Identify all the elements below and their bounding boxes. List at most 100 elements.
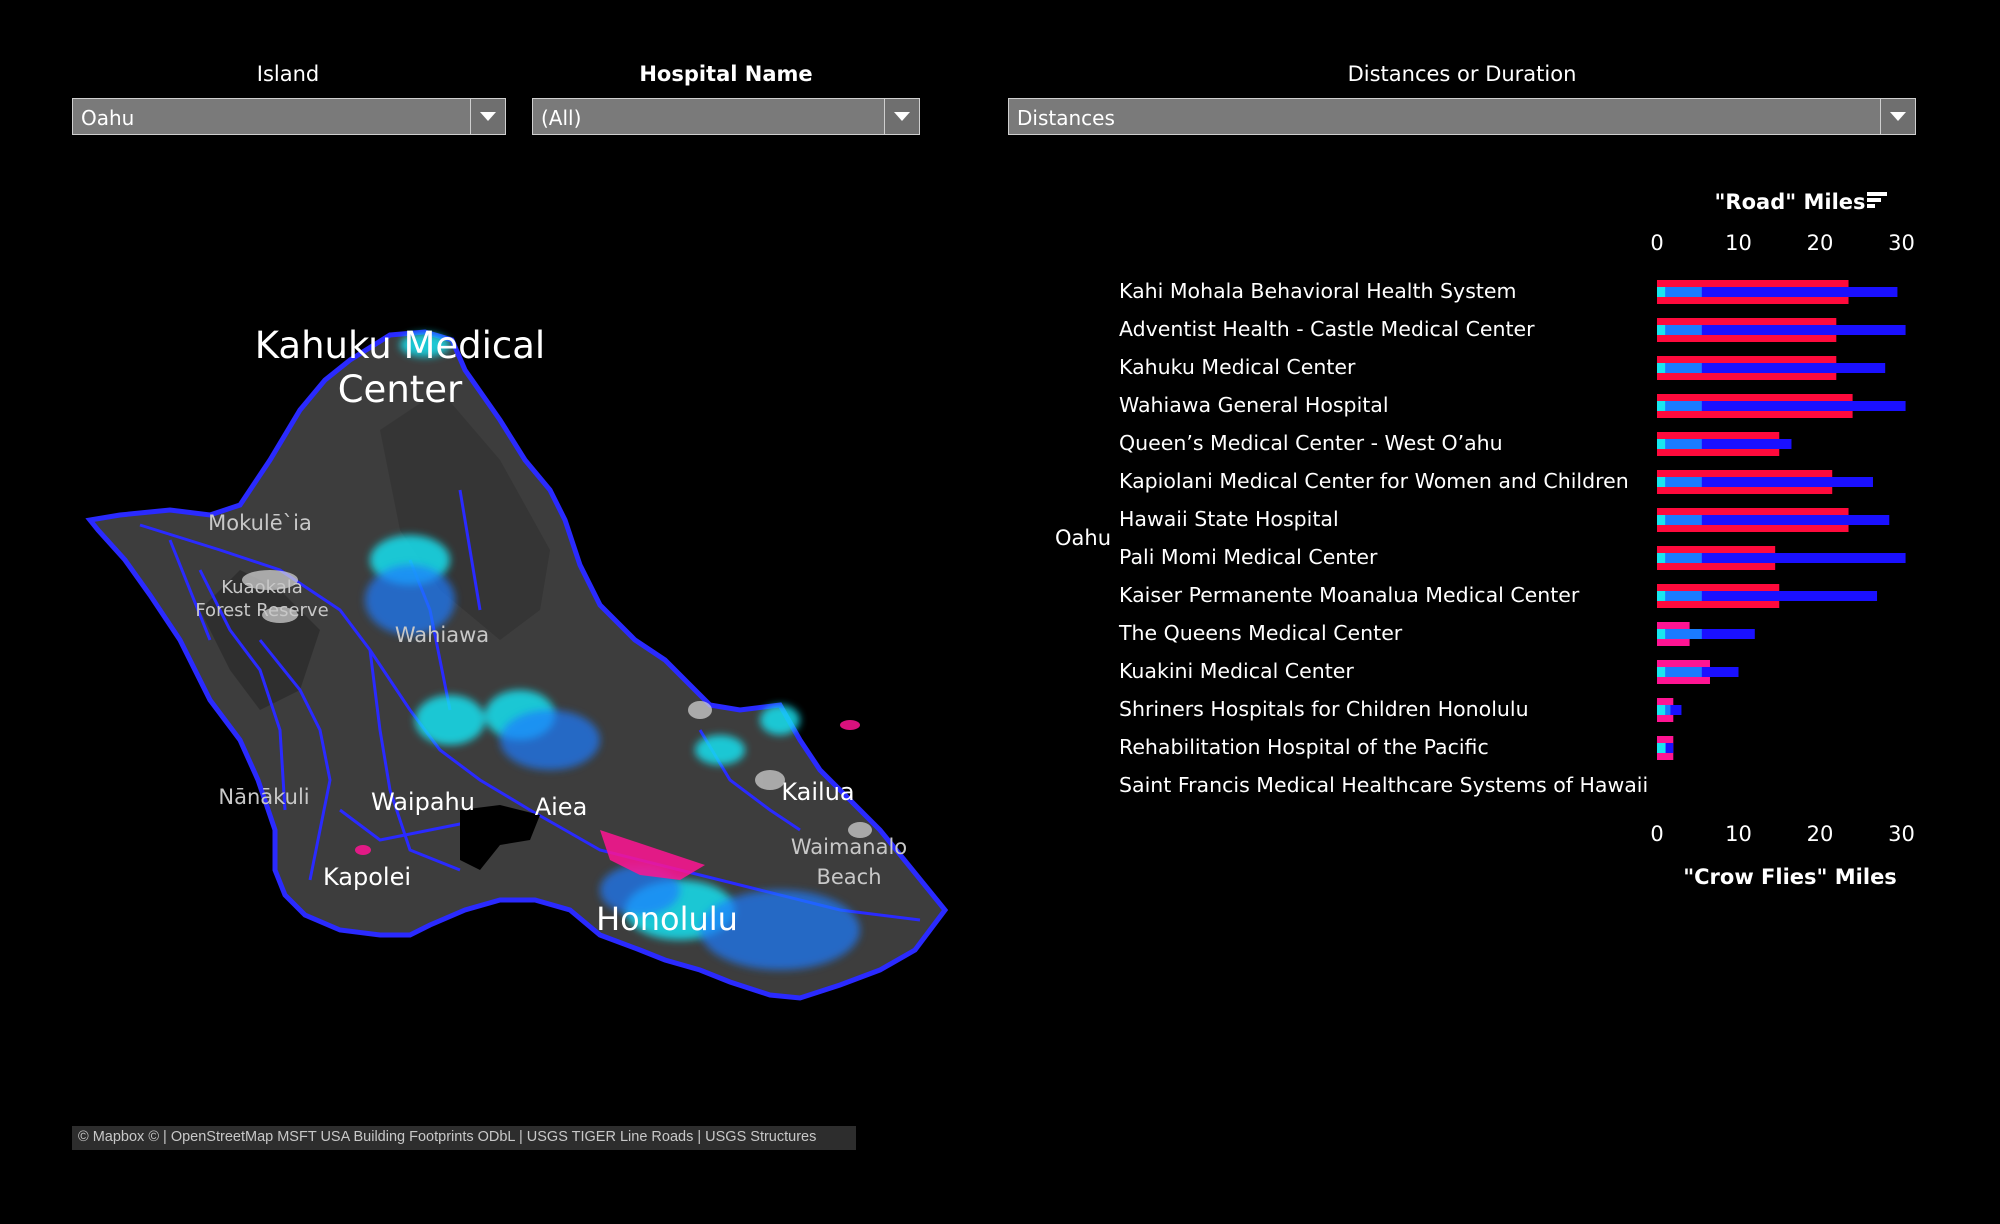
chevron-down-icon — [1890, 112, 1906, 121]
map-label-beach: Beach — [816, 865, 881, 889]
top-tick-label: 0 — [1650, 231, 1663, 255]
hospital-label: Shriners Hospitals for Children Honolulu — [1119, 697, 1529, 721]
hospital-bar-group[interactable] — [1657, 698, 1682, 722]
hospital-bar-group[interactable] — [1657, 470, 1873, 494]
mid-range-segment — [1657, 477, 1702, 487]
short-range-segment — [1657, 705, 1666, 715]
hospital-label: Kahuku Medical Center — [1119, 355, 1356, 379]
hospital-label: Saint Francis Medical Healthcare Systems… — [1119, 773, 1648, 797]
road-network — [139, 489, 921, 922]
hospital-bar-group[interactable] — [1657, 660, 1739, 684]
metric-dropdown-value: Distances — [1017, 106, 1115, 130]
hospital-label: Pali Momi Medical Center — [1119, 545, 1378, 569]
hospital-bar-group[interactable] — [1657, 394, 1906, 418]
crow-flies-bar[interactable] — [1657, 591, 1878, 601]
mid-range-segment — [1657, 553, 1702, 563]
crow-flies-bar[interactable] — [1657, 477, 1873, 487]
island-dropdown-value: Oahu — [81, 106, 135, 130]
short-range-segment — [1657, 591, 1666, 601]
map-label-kuaokala: Kuaokala — [221, 577, 303, 598]
bottom-tick-label: 30 — [1888, 822, 1915, 846]
hospital-bar-group[interactable] — [1657, 622, 1755, 646]
hospital-label: Wahiawa General Hospital — [1119, 393, 1389, 417]
chevron-down-icon — [894, 112, 910, 121]
bottom-tick-label: 20 — [1807, 822, 1834, 846]
metric-dropdown-button[interactable] — [1880, 99, 1915, 134]
crow-flies-bar[interactable] — [1657, 401, 1906, 411]
short-range-segment — [1657, 515, 1666, 525]
top-tick-label: 30 — [1888, 231, 1915, 255]
hospital-labels: Kahi Mohala Behavioral Health System Adve… — [1118, 279, 1648, 797]
hospital-label: The Queens Medical Center — [1118, 621, 1403, 645]
map-label-mokuleia: Mokulē`ia — [208, 511, 312, 535]
mid-range-segment — [1657, 439, 1702, 449]
mid-range-segment — [1657, 667, 1702, 677]
hospital-dropdown[interactable]: (All) — [532, 98, 920, 135]
cloud-patches — [242, 570, 872, 838]
crow-flies-bar[interactable] — [1657, 439, 1792, 449]
map-label-waimanalo: Waimanalo — [791, 835, 907, 859]
crow-flies-bar[interactable] — [1657, 363, 1886, 373]
crow-flies-bar[interactable] — [1657, 325, 1906, 335]
hospital-bar-group[interactable] — [1657, 280, 1898, 304]
island-dropdown-button[interactable] — [470, 99, 505, 134]
metric-dropdown[interactable]: Distances — [1008, 98, 1916, 135]
hospital-bar-group[interactable] — [1657, 736, 1674, 760]
hospital-label: Kahi Mohala Behavioral Health System — [1119, 279, 1517, 303]
crow-flies-bar[interactable] — [1657, 553, 1906, 563]
hospital-bars[interactable] — [1657, 280, 1906, 760]
hospital-bar-group[interactable] — [1657, 318, 1906, 342]
mid-range-segment — [1657, 325, 1702, 335]
island-shape — [85, 329, 949, 1001]
hospital-label: Kapiolani Medical Center for Women and C… — [1119, 469, 1629, 493]
hospital-label: Rehabilitation Hospital of the Pacific — [1119, 735, 1489, 759]
metric-filter-label: Distances or Duration — [1347, 62, 1577, 86]
hospital-bar-group[interactable] — [1657, 508, 1890, 532]
crow-flies-bar[interactable] — [1657, 515, 1890, 525]
top-axis-ticks: 0 10 20 30 — [1650, 231, 1915, 255]
map-label-waipahu: Waipahu — [371, 788, 475, 816]
hospital-label: Queen’s Medical Center - West O’ahu — [1119, 431, 1503, 455]
top-tick-label: 20 — [1807, 231, 1834, 255]
short-range-segment — [1657, 363, 1666, 373]
map-label-aiea: Aiea — [535, 793, 588, 821]
hospital-dropdown-button[interactable] — [884, 99, 919, 134]
map-label-kailua: Kailua — [781, 778, 854, 806]
hospital-label: Adventist Health - Castle Medical Center — [1119, 317, 1535, 341]
bottom-tick-label: 0 — [1650, 822, 1663, 846]
hospital-bar-group[interactable] — [1657, 584, 1878, 608]
hospital-label: Kuakini Medical Center — [1119, 659, 1354, 683]
far-road-areas — [355, 720, 860, 880]
short-range-segment — [1657, 325, 1666, 335]
hospital-bar-group[interactable] — [1657, 546, 1906, 570]
island-dropdown[interactable]: Oahu — [72, 98, 506, 135]
short-range-segment — [1657, 287, 1666, 297]
mid-range-segment — [1657, 515, 1702, 525]
mid-range-segment — [1657, 287, 1702, 297]
sort-icon[interactable] — [1867, 192, 1887, 208]
map-label-kahuku: Kahuku Medical — [255, 324, 545, 367]
crow-flies-bar[interactable] — [1657, 629, 1755, 639]
hospital-label: Kaiser Permanente Moanalua Medical Cente… — [1119, 583, 1580, 607]
map-label-kahuku-center: Center — [338, 368, 463, 411]
distance-bar-chart[interactable]: "Road" Miles 0 10 20 30 Oahu Kahi Mohala Be… — [1000, 180, 1960, 900]
short-range-segment — [1657, 439, 1666, 449]
map-label-wahiawa: Wahiawa — [395, 623, 489, 647]
mid-range-segment — [1657, 363, 1702, 373]
hospital-bar-group[interactable] — [1657, 432, 1792, 456]
map-label-honolulu: Honolulu — [596, 900, 738, 938]
oahu-map[interactable]: Kahuku Medical Center Mokulē`ia Kuaokala… — [80, 310, 960, 1010]
short-range-segment — [1657, 629, 1666, 639]
chevron-down-icon — [480, 112, 496, 121]
hospital-bar-group[interactable] — [1657, 356, 1886, 380]
island-filter-label: Island — [256, 62, 320, 86]
mid-range-segment — [1657, 591, 1702, 601]
hospital-dropdown-value: (All) — [541, 106, 582, 130]
crow-flies-bar[interactable] — [1657, 287, 1898, 297]
map-attribution[interactable]: © Mapbox © | OpenStreetMap MSFT USA Buil… — [72, 1126, 856, 1150]
bottom-tick-label: 10 — [1725, 822, 1752, 846]
mid-range-segment — [1657, 629, 1702, 639]
road-miles-axis-title: "Road" Miles — [1714, 190, 1865, 214]
mid-range-segment — [1657, 401, 1702, 411]
crow-flies-axis-title: "Crow Flies" Miles — [1683, 865, 1897, 889]
